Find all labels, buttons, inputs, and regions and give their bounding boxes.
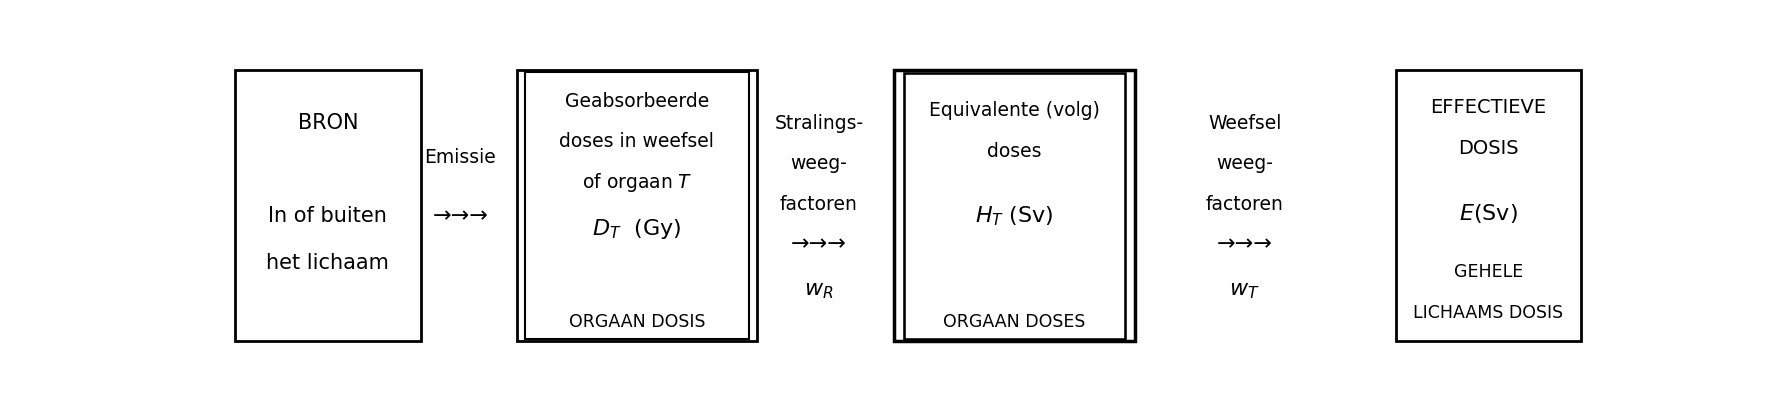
- Text: factoren: factoren: [780, 194, 858, 214]
- Bar: [1396, 70, 1581, 341]
- Text: →→→: →→→: [432, 206, 489, 227]
- Text: ORGAAN DOSIS: ORGAAN DOSIS: [569, 313, 705, 331]
- Text: het lichaam: het lichaam: [266, 253, 390, 273]
- Text: weeg-: weeg-: [1216, 154, 1272, 173]
- Text: weeg-: weeg-: [790, 154, 847, 173]
- Text: $H_T$ (Sv): $H_T$ (Sv): [975, 205, 1054, 228]
- Text: →→→: →→→: [790, 234, 847, 255]
- Text: Stralings-: Stralings-: [774, 114, 863, 133]
- Text: EFFECTIEVE: EFFECTIEVE: [1430, 98, 1547, 117]
- Bar: [895, 70, 1134, 341]
- Text: In of buiten: In of buiten: [269, 206, 388, 227]
- Text: $w_T$: $w_T$: [1230, 281, 1260, 301]
- Text: GEHELE: GEHELE: [1453, 263, 1522, 282]
- Text: $D_T$  (Gy): $D_T$ (Gy): [592, 217, 682, 241]
- Text: of orgaan $\mathit{T}$: of orgaan $\mathit{T}$: [581, 171, 693, 194]
- Text: BRON: BRON: [298, 113, 358, 133]
- Text: DOSIS: DOSIS: [1458, 139, 1519, 158]
- Text: LICHAAMS DOSIS: LICHAAMS DOSIS: [1414, 304, 1563, 322]
- Text: doses in weefsel: doses in weefsel: [560, 132, 714, 152]
- Bar: [517, 70, 757, 341]
- Text: $E$(Sv): $E$(Sv): [1458, 202, 1519, 225]
- Text: ORGAAN DOSES: ORGAAN DOSES: [943, 313, 1086, 331]
- Bar: [904, 73, 1125, 339]
- Text: →→→: →→→: [1217, 234, 1272, 255]
- Bar: [525, 72, 750, 339]
- Bar: [236, 70, 420, 341]
- Text: doses: doses: [987, 142, 1042, 161]
- Text: Equivalente (volg): Equivalente (volg): [929, 101, 1100, 120]
- Text: Geabsorbeerde: Geabsorbeerde: [565, 92, 709, 111]
- Text: Weefsel: Weefsel: [1209, 114, 1281, 133]
- Text: factoren: factoren: [1205, 194, 1283, 214]
- Text: Emissie: Emissie: [425, 148, 496, 167]
- Text: $w_R$: $w_R$: [804, 281, 833, 301]
